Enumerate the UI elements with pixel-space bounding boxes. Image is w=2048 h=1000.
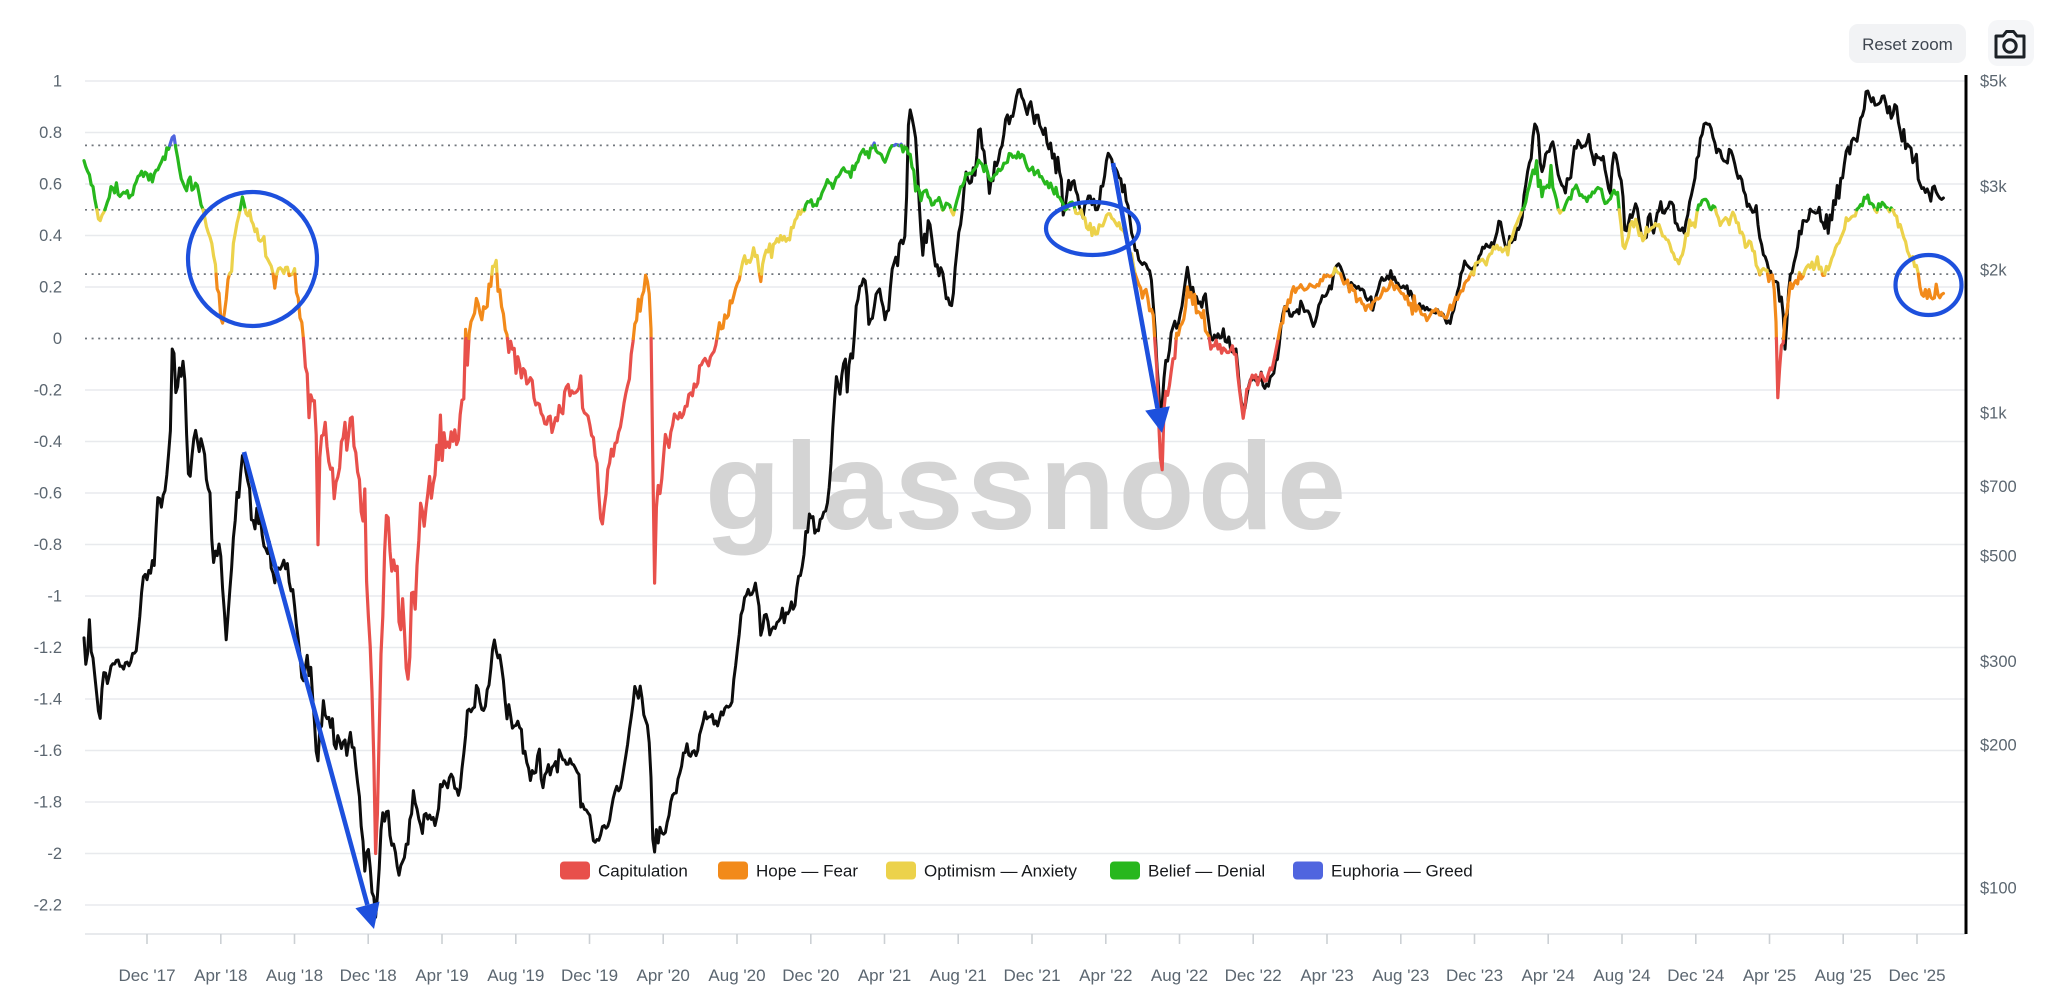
svg-text:-1.4: -1.4 <box>34 691 62 709</box>
svg-text:-0.2: -0.2 <box>34 382 62 400</box>
svg-text:-2.2: -2.2 <box>34 897 62 915</box>
svg-text:Dec '20: Dec '20 <box>782 966 839 985</box>
svg-text:Apr '22: Apr '22 <box>1079 966 1132 985</box>
svg-text:$5k: $5k <box>1980 73 2007 91</box>
svg-text:Dec '23: Dec '23 <box>1446 966 1503 985</box>
svg-text:$2k: $2k <box>1980 262 2007 280</box>
svg-text:Aug '19: Aug '19 <box>487 966 544 985</box>
svg-text:$3k: $3k <box>1980 178 2007 196</box>
svg-text:$300: $300 <box>1980 653 2017 671</box>
svg-text:Aug '25: Aug '25 <box>1815 966 1872 985</box>
svg-text:Euphoria — Greed: Euphoria — Greed <box>1331 862 1473 881</box>
svg-text:0: 0 <box>53 330 62 348</box>
svg-text:glassnode: glassnode <box>705 418 1343 556</box>
svg-text:Apr '25: Apr '25 <box>1743 966 1796 985</box>
svg-text:0.4: 0.4 <box>39 227 62 245</box>
svg-text:Dec '25: Dec '25 <box>1888 966 1945 985</box>
svg-text:Belief — Denial: Belief — Denial <box>1148 862 1265 881</box>
svg-text:$200: $200 <box>1980 737 2017 755</box>
svg-text:Optimism — Anxiety: Optimism — Anxiety <box>924 862 1078 881</box>
svg-text:$700: $700 <box>1980 478 2017 496</box>
svg-text:Aug '24: Aug '24 <box>1593 966 1650 985</box>
svg-text:Aug '22: Aug '22 <box>1151 966 1208 985</box>
svg-text:Dec '21: Dec '21 <box>1003 966 1060 985</box>
svg-text:Apr '21: Apr '21 <box>858 966 911 985</box>
svg-text:0.6: 0.6 <box>39 176 62 194</box>
svg-text:-0.8: -0.8 <box>34 536 62 554</box>
svg-text:-0.6: -0.6 <box>34 485 62 503</box>
svg-text:Dec '24: Dec '24 <box>1667 966 1724 985</box>
svg-text:-1: -1 <box>47 588 62 606</box>
svg-text:Capitulation: Capitulation <box>598 862 688 881</box>
svg-text:Aug '18: Aug '18 <box>266 966 323 985</box>
svg-text:Apr '24: Apr '24 <box>1522 966 1575 985</box>
svg-text:Hope — Fear: Hope — Fear <box>756 862 858 881</box>
svg-text:1: 1 <box>53 73 62 91</box>
svg-text:Reset zoom: Reset zoom <box>1862 35 1953 54</box>
svg-text:$1k: $1k <box>1980 405 2007 423</box>
svg-text:Aug '23: Aug '23 <box>1372 966 1429 985</box>
svg-text:-1.8: -1.8 <box>34 794 62 812</box>
svg-text:Apr '20: Apr '20 <box>637 966 690 985</box>
svg-text:Apr '19: Apr '19 <box>415 966 468 985</box>
svg-text:Dec '19: Dec '19 <box>561 966 618 985</box>
svg-text:Dec '17: Dec '17 <box>118 966 175 985</box>
svg-text:-1.2: -1.2 <box>34 639 62 657</box>
svg-text:Aug '20: Aug '20 <box>708 966 765 985</box>
svg-text:0.8: 0.8 <box>39 124 62 142</box>
svg-text:$100: $100 <box>1980 880 2017 898</box>
svg-text:0.2: 0.2 <box>39 279 62 297</box>
svg-text:Apr '23: Apr '23 <box>1300 966 1353 985</box>
svg-text:Dec '18: Dec '18 <box>340 966 397 985</box>
svg-text:Aug '21: Aug '21 <box>930 966 987 985</box>
svg-text:Dec '22: Dec '22 <box>1225 966 1282 985</box>
svg-text:-0.4: -0.4 <box>34 433 62 451</box>
svg-text:Apr '18: Apr '18 <box>194 966 247 985</box>
svg-text:$500: $500 <box>1980 548 2017 566</box>
svg-text:-1.6: -1.6 <box>34 742 62 760</box>
svg-text:-2: -2 <box>47 845 62 863</box>
